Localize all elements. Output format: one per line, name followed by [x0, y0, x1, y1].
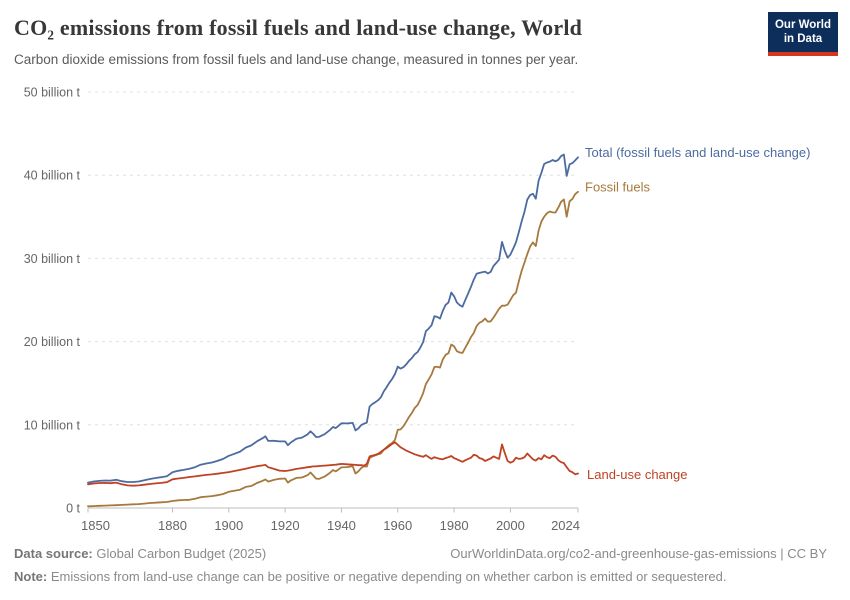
owid-logo[interactable]: Our World in Data: [768, 12, 838, 56]
x-tick-label: 1940: [327, 518, 356, 533]
y-tick-label: 10 billion t: [24, 418, 81, 432]
y-tick-label: 50 billion t: [24, 86, 81, 100]
series-label-fossil-fuels[interactable]: Fossil fuels: [585, 179, 651, 194]
data-source-value: Global Carbon Budget (2025): [92, 546, 267, 561]
x-tick-label: 1900: [214, 518, 243, 533]
note-value: Emissions from land-use change can be po…: [47, 569, 727, 584]
credit-link[interactable]: OurWorldinData.org/co2-and-greenhouse-ga…: [450, 546, 827, 561]
owid-logo-stripe: [768, 51, 838, 56]
x-tick-label: 2000: [496, 518, 525, 533]
footer-note-row: Note: Emissions from land-use change can…: [14, 569, 827, 584]
x-tick-label: 1880: [158, 518, 187, 533]
y-tick-label: 40 billion t: [24, 169, 81, 183]
series-line-total-fossil-fuels-and-land-use-change[interactable]: [87, 153, 579, 484]
note-label: Note:: [14, 569, 48, 584]
series-line-fossil-fuels[interactable]: [87, 190, 579, 508]
footer-source-row: Data source: Global Carbon Budget (2025)…: [14, 546, 827, 561]
y-tick-label: 20 billion t: [24, 335, 81, 349]
x-tick-label: 1960: [383, 518, 412, 533]
page-title: CO₂ emissions from fossil fuels and land…: [14, 15, 583, 40]
data-source-label: Data source:: [14, 546, 93, 561]
data-source-text: Data source: Global Carbon Budget (2025): [14, 546, 266, 561]
x-tick-label: 1980: [440, 518, 469, 533]
owid-logo-text: Our World in Data: [768, 12, 838, 52]
page-subtitle: Carbon dioxide emissions from fossil fue…: [14, 52, 579, 67]
series-label-land-use-change[interactable]: Land-use change: [587, 467, 687, 482]
series-line-land-use-change[interactable]: [87, 441, 579, 487]
x-tick-label: 2024: [551, 518, 580, 533]
y-tick-label: 0 t: [66, 502, 80, 516]
y-tick-label: 30 billion t: [24, 252, 81, 266]
series-label-total-fossil-fuels-and-land-use-change[interactable]: Total (fossil fuels and land-use change): [585, 145, 810, 160]
x-tick-label: 1920: [271, 518, 300, 533]
x-tick-label: 1850: [81, 518, 110, 533]
